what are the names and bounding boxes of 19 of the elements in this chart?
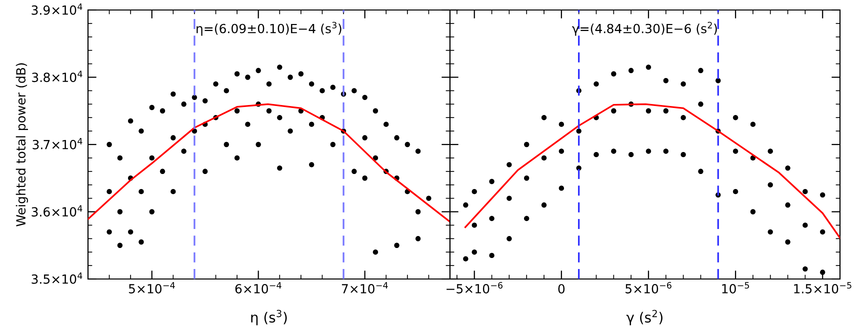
annotation: η=(6.09±0.10)E−4 (s$^{3}$)	[196, 22, 342, 36]
x-tick-label: 5×10$^{−4}$	[128, 282, 175, 294]
x-tick-label: 1.5×10$^{−5}$	[794, 282, 852, 294]
y-tick-label: 3.7×10$^{4}$	[32, 138, 82, 150]
x-tick-label: 0	[558, 284, 565, 294]
x-axis-title: η (s$^{3}$)	[251, 310, 287, 326]
y-tick-label: 3.9×10$^{4}$	[32, 4, 82, 15]
x-tick-label: −5×10$^{−6}$	[446, 282, 503, 294]
annotation: γ=(4.84±0.30)E−6 (s$^{2}$)	[572, 22, 717, 36]
y-tick-label: 3.5×10$^{4}$	[32, 272, 82, 284]
x-tick-label: 6×10$^{−4}$	[235, 282, 282, 294]
x-axis-title: γ (s$^{2}$)	[626, 310, 662, 326]
y-axis-title: Weighted total power (dB)	[16, 63, 28, 226]
x-tick-label: 5×10$^{−6}$	[626, 282, 672, 294]
x-tick-label: 10$^{−5}$	[722, 282, 750, 294]
y-tick-label: 3.6×10$^{4}$	[32, 205, 82, 217]
line-series	[88, 103, 450, 223]
x-tick-label: 7×10$^{−4}$	[342, 282, 388, 294]
y-tick-label: 3.8×10$^{4}$	[32, 70, 82, 82]
